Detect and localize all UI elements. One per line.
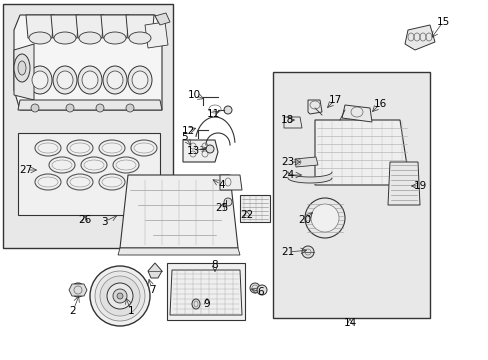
Ellipse shape [71,283,85,297]
Ellipse shape [14,54,30,82]
Text: 22: 22 [240,210,253,220]
Polygon shape [341,105,371,122]
Ellipse shape [29,32,51,44]
Ellipse shape [32,71,48,89]
Text: 1: 1 [127,306,134,316]
Ellipse shape [128,66,152,94]
Polygon shape [14,44,34,100]
Text: 16: 16 [373,99,386,109]
Ellipse shape [224,198,231,206]
Ellipse shape [192,299,200,309]
Text: 24: 24 [281,170,294,180]
Ellipse shape [100,276,140,316]
Text: 23: 23 [281,157,294,167]
Ellipse shape [54,32,76,44]
Polygon shape [69,284,87,296]
Text: 10: 10 [187,90,200,100]
Text: 13: 13 [186,146,199,156]
Ellipse shape [104,32,126,44]
Text: 27: 27 [20,165,33,175]
Ellipse shape [126,104,134,112]
Text: 6: 6 [257,287,264,297]
Polygon shape [126,15,154,38]
Polygon shape [118,248,240,255]
Ellipse shape [249,283,260,293]
Polygon shape [314,120,409,185]
Ellipse shape [28,66,52,94]
Polygon shape [307,100,321,114]
Bar [3,4,173,248]
Ellipse shape [31,104,39,112]
Text: 5: 5 [182,132,188,142]
Ellipse shape [90,266,150,326]
Polygon shape [14,15,162,110]
Ellipse shape [107,283,133,309]
Text: 12: 12 [181,126,194,136]
Ellipse shape [205,145,214,153]
Text: 19: 19 [412,181,426,191]
Text: 17: 17 [328,95,341,105]
Ellipse shape [117,293,123,299]
Text: 8: 8 [211,260,218,270]
Bar [167,263,244,320]
Polygon shape [284,117,302,128]
Text: 18: 18 [280,115,293,125]
Ellipse shape [57,71,73,89]
Polygon shape [18,100,162,110]
Bar [18,133,160,215]
Ellipse shape [103,66,127,94]
Text: 7: 7 [148,285,155,295]
Polygon shape [148,263,162,278]
Text: 15: 15 [435,17,448,27]
Polygon shape [387,162,419,205]
Text: 21: 21 [281,247,294,257]
Polygon shape [183,140,218,162]
Polygon shape [26,15,54,38]
Ellipse shape [302,246,313,258]
Text: 2: 2 [70,306,76,316]
Ellipse shape [18,61,26,75]
Ellipse shape [224,106,231,114]
Polygon shape [220,175,242,190]
Polygon shape [155,13,170,25]
Text: 20: 20 [298,215,311,225]
Polygon shape [404,25,434,50]
Polygon shape [145,22,168,48]
Ellipse shape [66,104,74,112]
Polygon shape [51,15,79,38]
Ellipse shape [53,66,77,94]
Text: 14: 14 [343,318,356,328]
Ellipse shape [78,66,102,94]
Bar [272,72,429,318]
Text: 26: 26 [78,215,91,225]
Polygon shape [76,15,104,38]
Ellipse shape [310,204,338,232]
Ellipse shape [95,271,145,321]
Ellipse shape [257,285,266,295]
Ellipse shape [79,32,101,44]
Ellipse shape [132,71,148,89]
Text: 9: 9 [203,299,210,309]
Polygon shape [170,270,242,315]
Ellipse shape [129,32,151,44]
Polygon shape [294,157,317,167]
Ellipse shape [113,289,127,303]
Ellipse shape [82,71,98,89]
Text: 3: 3 [101,217,107,227]
Ellipse shape [96,104,104,112]
Polygon shape [101,15,129,38]
Text: 11: 11 [206,109,219,119]
Ellipse shape [107,71,123,89]
Polygon shape [120,175,238,248]
Text: 4: 4 [218,180,225,190]
Ellipse shape [305,198,345,238]
Polygon shape [240,195,269,222]
Text: 25: 25 [215,203,228,213]
